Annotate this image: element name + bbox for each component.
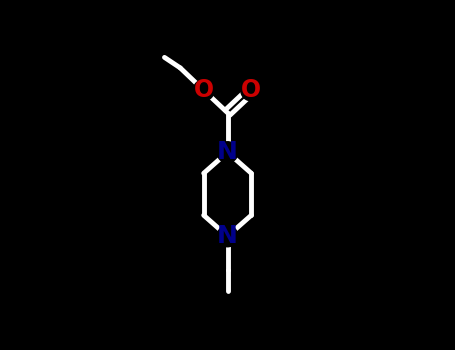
Circle shape xyxy=(217,226,238,247)
Circle shape xyxy=(217,142,238,163)
Circle shape xyxy=(193,80,214,101)
Text: O: O xyxy=(241,78,261,102)
Circle shape xyxy=(241,80,262,101)
Text: O: O xyxy=(194,78,214,102)
Text: N: N xyxy=(217,140,238,164)
Text: N: N xyxy=(217,224,238,248)
